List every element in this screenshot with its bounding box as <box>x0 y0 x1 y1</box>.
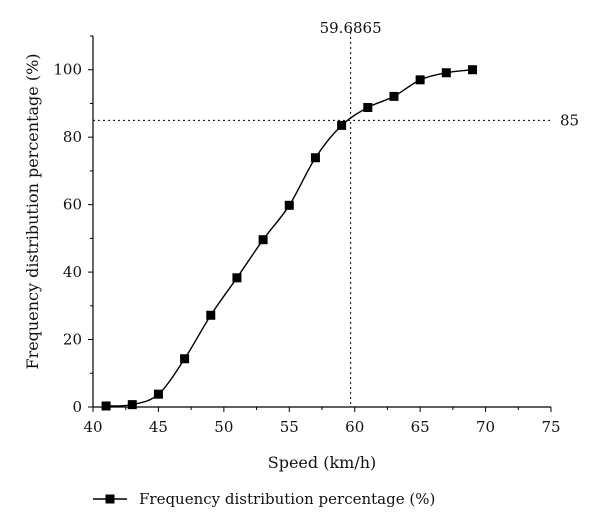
data-point-marker <box>389 91 399 101</box>
data-point-marker <box>153 389 163 399</box>
data-point-marker <box>337 120 347 130</box>
x-tick-label: 60 <box>345 418 364 436</box>
x-tick-label: 65 <box>411 418 430 436</box>
data-point-marker <box>441 68 451 78</box>
y-tick-label: 40 <box>63 263 82 281</box>
tick-labels: 40 45 50 55 60 65 70 75 0 20 40 60 80 100 <box>53 61 560 436</box>
data-point-marker <box>310 153 320 163</box>
y-tick-label: 100 <box>53 61 82 79</box>
data-point-marker <box>467 65 477 75</box>
data-point-marker <box>180 354 190 364</box>
data-point-marker <box>101 401 111 411</box>
series-markers <box>101 65 477 411</box>
reference-lines: 59.6865 85 <box>93 19 579 407</box>
y-tick-label: 20 <box>63 331 82 349</box>
y-tick-label: 0 <box>72 398 82 416</box>
legend: Frequency distribution percentage (%) <box>93 490 435 508</box>
chart-axes <box>88 35 552 412</box>
data-point-marker <box>232 273 242 283</box>
x-tick-label: 70 <box>476 418 495 436</box>
legend-marker-swatch <box>105 494 115 504</box>
data-point-marker <box>206 310 216 320</box>
x-tick-label: 45 <box>149 418 168 436</box>
y-axis-label: Frequency distribution percentage (%) <box>23 53 42 369</box>
data-point-marker <box>258 235 268 245</box>
x-tick-label: 75 <box>541 418 560 436</box>
vertical-reference-label: 59.6865 <box>320 19 382 37</box>
legend-entry-label: Frequency distribution percentage (%) <box>139 490 435 508</box>
data-point-marker <box>363 103 373 113</box>
y-tick-label: 60 <box>63 196 82 214</box>
data-point-marker <box>415 75 425 85</box>
data-point-marker <box>284 200 294 210</box>
x-tick-label: 40 <box>83 418 102 436</box>
x-tick-label: 55 <box>280 418 299 436</box>
x-axis-label: Speed (km/h) <box>268 453 377 472</box>
x-tick-label: 50 <box>214 418 233 436</box>
data-point-marker <box>127 400 137 410</box>
horizontal-reference-label: 85 <box>560 111 579 129</box>
y-tick-label: 80 <box>63 128 82 146</box>
